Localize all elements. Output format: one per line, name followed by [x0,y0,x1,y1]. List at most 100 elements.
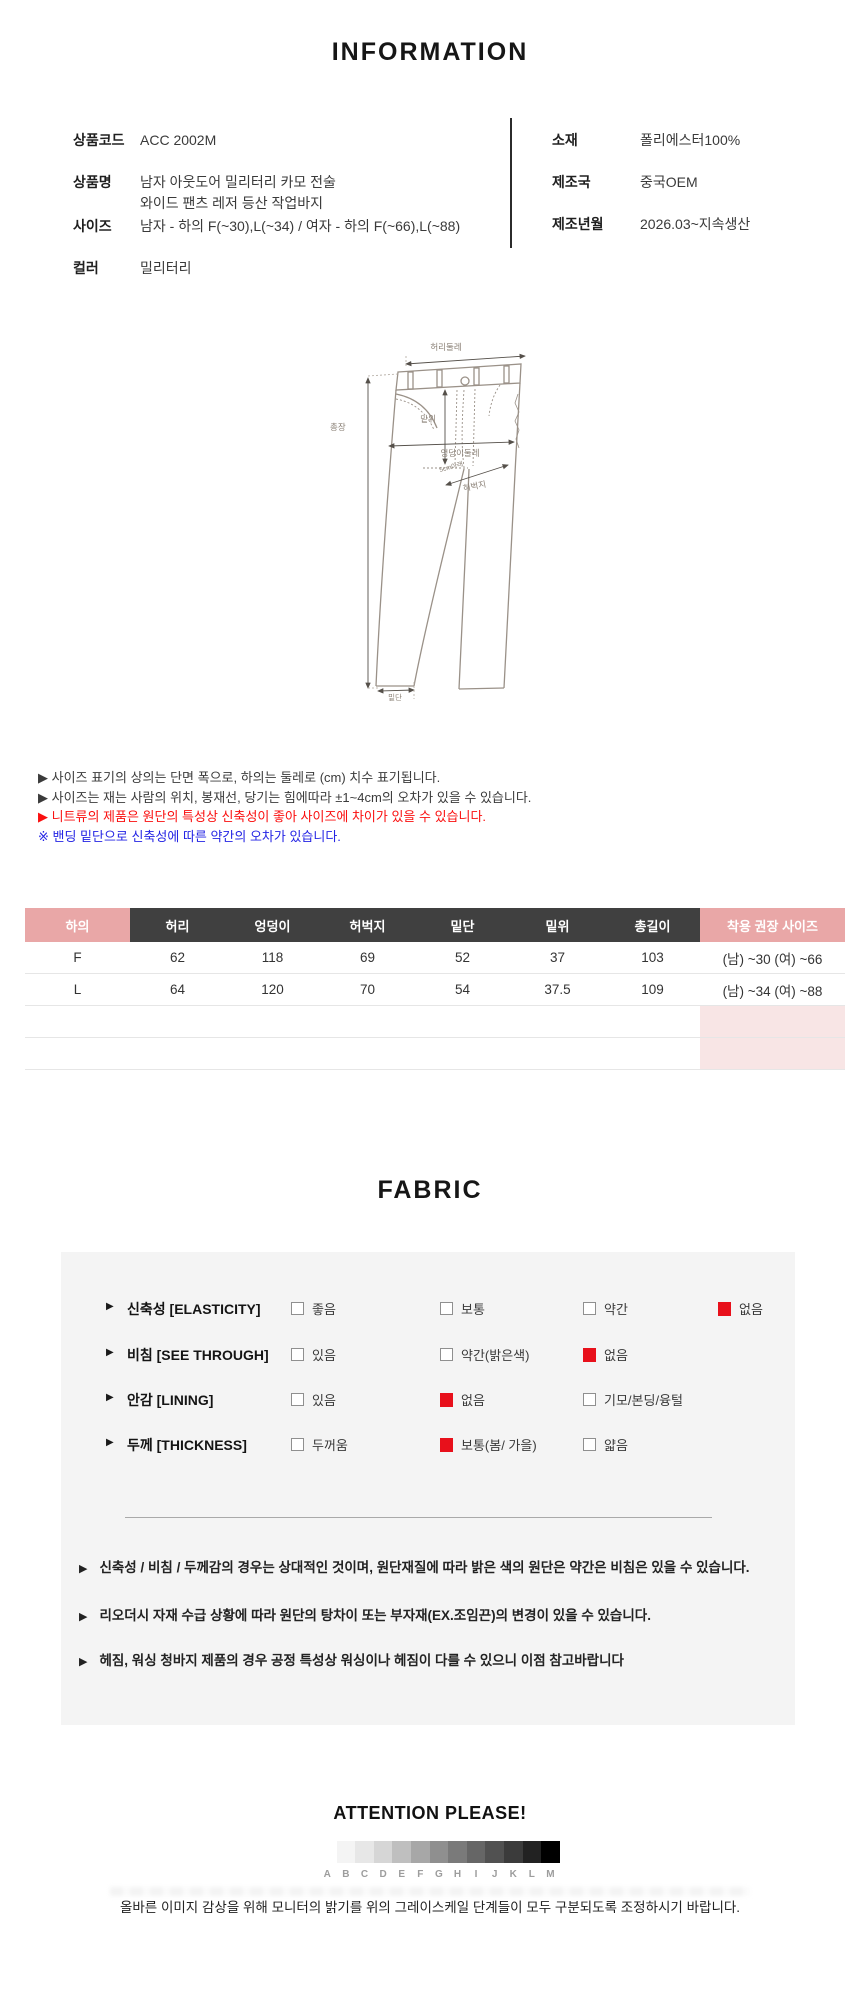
value-cell: 70 [359,982,376,997]
checkbox-unchecked-icon [583,1393,596,1406]
size-table-row: F 62 118 69 52 37 103 (남) ~30 (여) ~66 [25,942,845,974]
grayscale-letter: L [528,1869,535,1880]
value-cell [605,1038,700,1069]
grayscale-letter: M [546,1869,555,1880]
attention-title: ATTENTION PLEASE! [333,1803,527,1823]
fabric-row: ▶ 비침 [SEE THROUGH] 있음 약간(밝은색) 없음 [61,1344,795,1364]
grayscale-letter: G [434,1869,443,1880]
size-table-header-cell: 허벅지 [320,908,415,942]
fabric-note: ▶ 신축성 / 비침 / 두께감의 경우는 상대적인 것이며, 원단재질에 따라 … [79,1556,750,1576]
fabric-option-label: 좋음 [312,1302,336,1317]
value-cell: 37 [549,950,566,965]
size-note: ▶ 사이즈 표기의 상의는 단면 폭으로, 하의는 둘레로 (cm) 치수 표기… [38,770,441,785]
grayscale-letter: E [398,1869,405,1880]
size-cell [25,1038,130,1069]
size-table-header-cell: 착용 권장 사이즈 [700,908,845,942]
value-cell: 118 [261,950,284,965]
checkbox-unchecked-icon [440,1348,453,1361]
fabric-note-text: 신축성 / 비침 / 두께감의 경우는 상대적인 것이며, 원단재질에 따라 밝… [99,1560,750,1575]
grayscale-letter: D [379,1869,387,1880]
info-value: ACC 2002M [140,132,217,148]
info-row-left-상품명: 상품명 남자 아웃도어 밀리터리 카모 전술 와이드 팬츠 레저 등산 작업바지 [73,172,336,214]
value-cell: 37.5 [544,982,571,997]
fabric-option-label: 약간 [604,1302,628,1317]
info-row-right-제조년월: 제조년월 2026.03~지속생산 [552,214,750,235]
fabric-option-label: 있음 [312,1348,336,1363]
fabric-row: ▶ 안감 [LINING] 있음 없음 기모/본딩/융털 [61,1389,795,1409]
fabric-option: 보통 [440,1299,485,1318]
size-cell [25,1006,130,1037]
triangle-bullet-icon: ▶ [106,1301,114,1312]
fabric-note-text: 리오더시 자재 수급 상황에 따라 원단의 탕차이 또는 부자재(EX.조임끈)… [99,1608,651,1623]
checkbox-checked-icon [440,1437,453,1452]
grayscale-letter: C [360,1869,369,1880]
info-label: 컬러 [73,260,99,276]
checkbox-checked-icon [440,1392,453,1407]
grayscale-swatch [485,1841,504,1863]
fit-cell [700,1006,845,1037]
value-cell: 52 [454,950,471,965]
pants-measurement-diagram: 허리둘레 총장 밑위 엉덩이둘레 5cm아래 허벅지 밑단 [330,342,526,702]
grayscale-letter: F [417,1869,424,1880]
size-table-body: F 62 118 69 52 37 103 (남) ~30 (여) ~66 L 64 120 70 54… [25,942,845,1070]
value-cell [415,1006,510,1037]
info-value: 남자 - 하의 F(~30),L(~34) / 여자 - 하의 F(~66),L… [140,218,461,234]
fabric-option-label: 보통(봄/ 가을) [461,1438,537,1453]
grayscale-swatch [318,1841,337,1863]
checkbox-checked-icon [583,1347,596,1362]
size-table-header-cell: 총길이 [605,908,700,942]
info-row-right-소재: 소재 폴리에스터100% [552,130,740,151]
checkbox-unchecked-icon [583,1438,596,1451]
grayscale-swatch [392,1841,411,1863]
fabric-option: 없음 [440,1390,485,1409]
fabric-option-label: 얇음 [604,1438,628,1453]
grayscale-letter: H [453,1869,462,1880]
fabric-option: 좋음 [291,1299,336,1318]
size-notes: ▶ 사이즈 표기의 상의는 단면 폭으로, 하의는 둘레로 (cm) 치수 표기… [38,768,531,846]
fabric-note-text: 헤짐, 워싱 청바지 제품의 경우 공정 특성상 워싱이나 헤짐이 다를 수 있… [99,1653,624,1668]
size-table-header-row: 하의 허리 엉덩이 허벅지 밑단 밑위 총길이 착용 권장 사이즈 [25,908,845,942]
value-cell [320,1038,415,1069]
grayscale-letter: J [491,1869,498,1880]
fabric-box: ▶ 신축성 [ELASTICITY] 좋음 보통 약간 없음 ▶ 비침 [SEE THROUG… [61,1252,795,1725]
checkbox-unchecked-icon [291,1438,304,1451]
grayscale-swatch [355,1841,374,1863]
fabric-option-label: 기모/본딩/융털 [604,1393,683,1408]
fabric-option: 있음 [291,1345,336,1364]
triangle-bullet-icon: ▶ [79,1656,88,1668]
info-value: 폴리에스터100% [640,132,741,148]
value-cell [415,1038,510,1069]
diagram-hip-label: 엉덩이둘레 [440,448,479,458]
size-table-header-cell: 밑단 [415,908,510,942]
info-value: 중국OEM [640,174,698,190]
grayscale-letter: K [509,1869,517,1880]
fabric-option-label: 없음 [604,1348,628,1363]
value-cell [510,1038,605,1069]
size-cell: L [73,982,82,997]
diagram-hip-note-label: 5cm아래 [438,459,464,474]
diagram-thigh-label: 허벅지 [462,479,487,493]
fabric-option-label: 없음 [461,1393,485,1408]
size-table-header-cell: 밑위 [510,908,605,942]
size-table-empty-row [25,1038,845,1070]
fabric-option-label: 약간(밝은색) [461,1348,530,1363]
attention-note: 올바른 이미지 감상을 위해 모니터의 밝기를 위의 그레이스케일 단계들이 모… [119,1900,741,1915]
checkbox-unchecked-icon [291,1348,304,1361]
diagram-hem-label: 밑단 [388,692,402,702]
fit-cell [700,1038,845,1069]
grayscale-letter: I [474,1869,478,1880]
grayscale-bar [318,1841,560,1863]
fabric-divider [125,1517,712,1518]
fabric-option: 약간(밝은색) [440,1345,529,1364]
fit-cell: (남) ~30 (여) ~66 [722,951,823,967]
info-divider [510,118,512,248]
fit-cell: (남) ~34 (여) ~88 [722,983,823,999]
grayscale-swatch [541,1841,560,1863]
value-cell: 64 [169,982,186,997]
fabric-row-label: 비침 [SEE THROUGH] [127,1347,269,1363]
fabric-option: 보통(봄/ 가을) [440,1435,537,1454]
value-cell: 69 [359,950,376,965]
info-label: 상품명 [73,174,112,190]
checkbox-unchecked-icon [583,1302,596,1315]
size-note: ※ 밴딩 밑단으로 신축성에 따른 약간의 오차가 있습니다. [38,828,341,844]
